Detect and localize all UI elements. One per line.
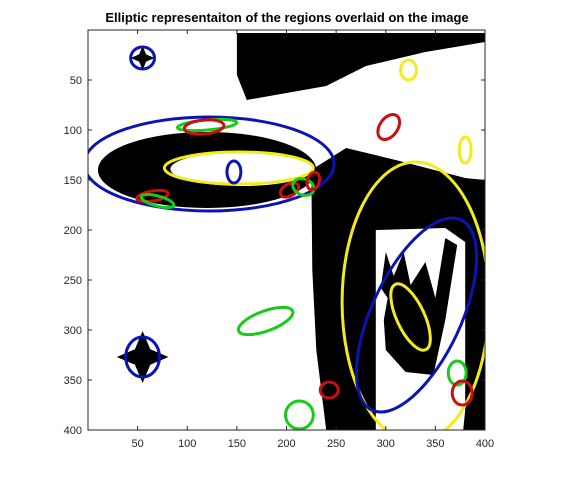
crown bbox=[380, 238, 458, 375]
x-tick-label: 200 bbox=[277, 438, 295, 450]
y-tick-label: 50 bbox=[70, 75, 82, 87]
ellipse-green-19 bbox=[446, 359, 468, 387]
x-tick-label: 400 bbox=[476, 438, 494, 450]
ellipse-blue-8 bbox=[225, 159, 243, 185]
ellipse-red-20 bbox=[450, 379, 474, 407]
ellipse-red-21 bbox=[318, 380, 340, 400]
ellipse-blue-15 bbox=[354, 216, 479, 414]
ellipse-yellow-16 bbox=[389, 282, 432, 352]
y-tick-label: 400 bbox=[64, 425, 82, 437]
ellipse-red-11 bbox=[305, 170, 322, 192]
ellipse-blue-0 bbox=[129, 45, 156, 71]
small-star-top bbox=[130, 46, 155, 70]
top-right-blob bbox=[236, 33, 485, 100]
y-tick-label: 150 bbox=[64, 175, 82, 187]
ellipse-yellow-1 bbox=[399, 58, 419, 82]
image-layer bbox=[97, 33, 485, 430]
x-tick-label: 350 bbox=[426, 438, 444, 450]
y-tick-label: 100 bbox=[64, 125, 82, 137]
ellipse-layer bbox=[88, 45, 485, 430]
ellipse-yellow-3 bbox=[457, 135, 473, 165]
ellipse-blue-18 bbox=[124, 335, 161, 379]
ellipse-green-17 bbox=[236, 305, 295, 337]
y-tick-label: 350 bbox=[64, 375, 82, 387]
x-tick-label: 50 bbox=[132, 438, 144, 450]
chart-title: Elliptic representaiton of the regions o… bbox=[105, 10, 468, 25]
x-tick-label: 100 bbox=[178, 438, 196, 450]
y-tick-label: 200 bbox=[64, 225, 82, 237]
x-tick-label: 300 bbox=[377, 438, 395, 450]
ellipse-red-12 bbox=[135, 188, 170, 204]
axes: 50 100 150 200 250 300 350 400 50 100 150 200 250 300… bbox=[64, 29, 494, 450]
y-tick-label: 300 bbox=[64, 325, 82, 337]
ellipse-red-2 bbox=[376, 113, 402, 141]
y-tick-label: 250 bbox=[64, 275, 82, 287]
ellipse-yellow-7 bbox=[162, 150, 315, 186]
ellipse-green-22 bbox=[284, 399, 315, 430]
ellipse-red-9 bbox=[278, 181, 301, 199]
ellipse-green-13 bbox=[139, 192, 176, 210]
ellipse-red-6 bbox=[182, 118, 226, 136]
x-tick-label: 250 bbox=[327, 438, 345, 450]
small-star-bottom bbox=[116, 331, 169, 383]
x-tick-label: 150 bbox=[228, 438, 246, 450]
ellipse-yellow-14 bbox=[340, 160, 485, 430]
ellipse-blue-4 bbox=[88, 115, 336, 213]
